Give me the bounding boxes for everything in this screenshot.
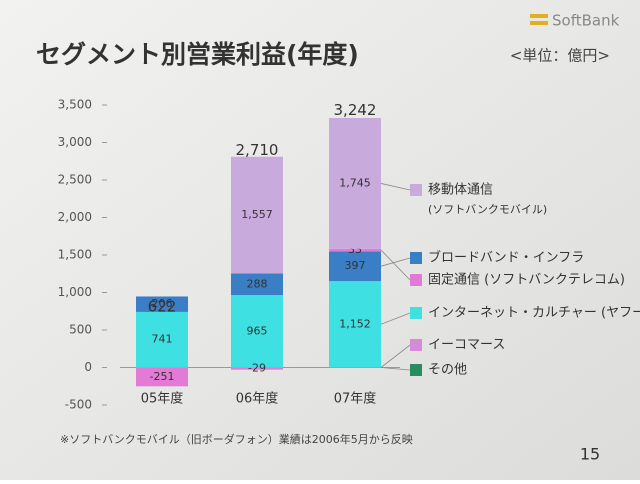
legend-swatch	[410, 339, 422, 351]
total-label: 622	[148, 297, 177, 315]
page-number: 15	[580, 445, 600, 464]
y-tick-label: 2,500	[58, 173, 92, 187]
legend-note: (ソフトバンクモバイル)	[428, 203, 547, 216]
data-label: -29	[248, 362, 266, 375]
legend-label: インターネット・カルチャー (ヤフー)	[428, 306, 640, 321]
legend-label: ブロードバンド・インフラ	[428, 250, 584, 266]
data-label: 1,152	[339, 317, 371, 330]
leader-line	[380, 344, 411, 368]
bar-segment	[329, 248, 381, 252]
legend-label: イーコマース	[428, 338, 505, 353]
footnote: ※ソフトバンクモバイル（旧ボーダフォン）業績は2006年5月から反映	[60, 432, 413, 446]
bar-segment	[231, 273, 283, 296]
data-label: 741	[152, 333, 173, 346]
bar-segment	[231, 295, 283, 368]
data-label: 1,745	[339, 176, 371, 189]
legend-swatch	[410, 184, 422, 196]
unit: <単位：億円>	[510, 47, 610, 65]
x-tick-label: 07年度	[334, 391, 377, 407]
bar-segment	[329, 251, 381, 282]
chart-title: セグメント別営業利益(年度)	[36, 40, 359, 69]
data-label: 288	[247, 277, 268, 290]
logo-mark	[530, 14, 548, 18]
y-tick-label: 0	[84, 360, 92, 374]
leader-line	[380, 312, 411, 325]
y-tick-label: 3,500	[58, 98, 92, 112]
legend-label: 移動体通信	[428, 183, 493, 198]
data-label: 1,557	[241, 208, 273, 221]
x-tick-label: 06年度	[236, 391, 279, 407]
legend-label: その他	[428, 363, 467, 378]
bar-segment	[329, 281, 381, 368]
bar-segment	[136, 367, 188, 387]
leader-line	[380, 249, 411, 281]
legend-swatch	[410, 364, 422, 376]
legend-swatch	[410, 252, 422, 264]
y-tick-label: 3,000	[58, 135, 92, 149]
data-label: -251	[150, 370, 175, 383]
legend-label: 固定通信 (ソフトバンクテレコム)	[428, 273, 625, 288]
data-label: 397	[345, 259, 366, 272]
data-label: 206	[152, 297, 173, 310]
y-tick-label: -500	[65, 398, 92, 412]
logo: SoftBank	[552, 12, 620, 30]
leader-line	[380, 183, 411, 191]
data-label: 965	[247, 324, 268, 337]
legend-swatch	[410, 307, 422, 319]
y-tick-label: 500	[69, 323, 92, 337]
legend-swatch	[410, 274, 422, 286]
y-tick-label: 2,000	[58, 210, 92, 224]
y-tick-label: 1,000	[58, 285, 92, 299]
bar-segment	[136, 296, 188, 312]
total-label: 2,710	[236, 141, 279, 159]
logo-mark	[530, 21, 548, 25]
bar-segment	[136, 311, 188, 368]
x-tick-label: 05年度	[141, 391, 184, 407]
leader-line	[380, 367, 411, 371]
y-tick-label: 1,500	[58, 248, 92, 262]
total-label: 3,242	[334, 101, 377, 119]
bar-segment	[231, 156, 283, 274]
leader-line	[380, 257, 411, 267]
bar-segment	[329, 117, 381, 249]
bar-segment	[231, 367, 283, 370]
